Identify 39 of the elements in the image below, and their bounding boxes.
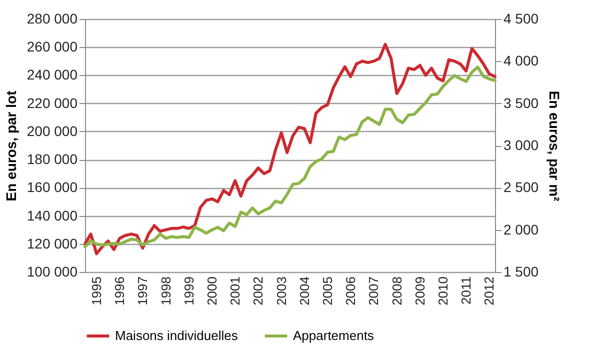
x-tick-label: 2011 <box>458 276 474 304</box>
y-tick-label: 180 000 <box>26 151 78 168</box>
y-tick-label: 100 000 <box>26 264 78 280</box>
x-tick-label: 2005 <box>320 276 336 306</box>
x-tick-label: 2009 <box>412 276 428 306</box>
legend-label: Maisons individuelles <box>115 328 238 343</box>
y-tick-label: 220 000 <box>26 94 78 111</box>
x-tick-label: 2001 <box>228 276 243 306</box>
y-tick-label: 120 000 <box>26 235 78 252</box>
x-tick-label: 2006 <box>343 276 358 306</box>
y-tick-label: 260 000 <box>26 38 78 55</box>
y2-tick-label: 4 000 <box>504 52 539 69</box>
x-tick-label: 1998 <box>158 276 174 306</box>
y-tick-label: 200 000 <box>26 122 78 139</box>
x-tick-label: 1996 <box>112 276 128 306</box>
y-tick-label: 240 000 <box>26 66 78 83</box>
y2-tick-label: 3 500 <box>504 94 539 111</box>
x-tick-label: 2002 <box>250 276 266 306</box>
y2-tick-label: 2 500 <box>504 179 539 196</box>
y2-axis-title: En euros, par m² <box>546 90 563 202</box>
x-tick-label: 2012 <box>482 276 497 306</box>
x-tick-label: 2010 <box>436 276 451 306</box>
y-tick-label: 140 000 <box>26 207 78 224</box>
x-tick-label: 1995 <box>89 276 104 306</box>
x-tick-label: 2000 <box>204 276 220 306</box>
x-tick-label: 2003 <box>274 276 289 306</box>
y2-tick-label: 3 000 <box>504 137 539 153</box>
x-tick-label: 2007 <box>366 276 382 306</box>
x-tick-label: 1997 <box>135 276 150 306</box>
x-tick-label: 1999 <box>181 276 196 306</box>
y2-tick-label: 4 500 <box>504 10 539 26</box>
y2-tick-label: 1 500 <box>504 264 539 280</box>
x-tick-label: 2008 <box>389 276 404 306</box>
legend-label: Appartements <box>293 328 374 343</box>
y2-tick-label: 2 000 <box>504 221 539 238</box>
y-axis-title: En euros, par lot <box>2 90 19 202</box>
y-tick-label: 160 000 <box>26 179 78 196</box>
y-tick-label: 280 000 <box>26 10 78 26</box>
x-tick-label: 2004 <box>296 276 312 306</box>
